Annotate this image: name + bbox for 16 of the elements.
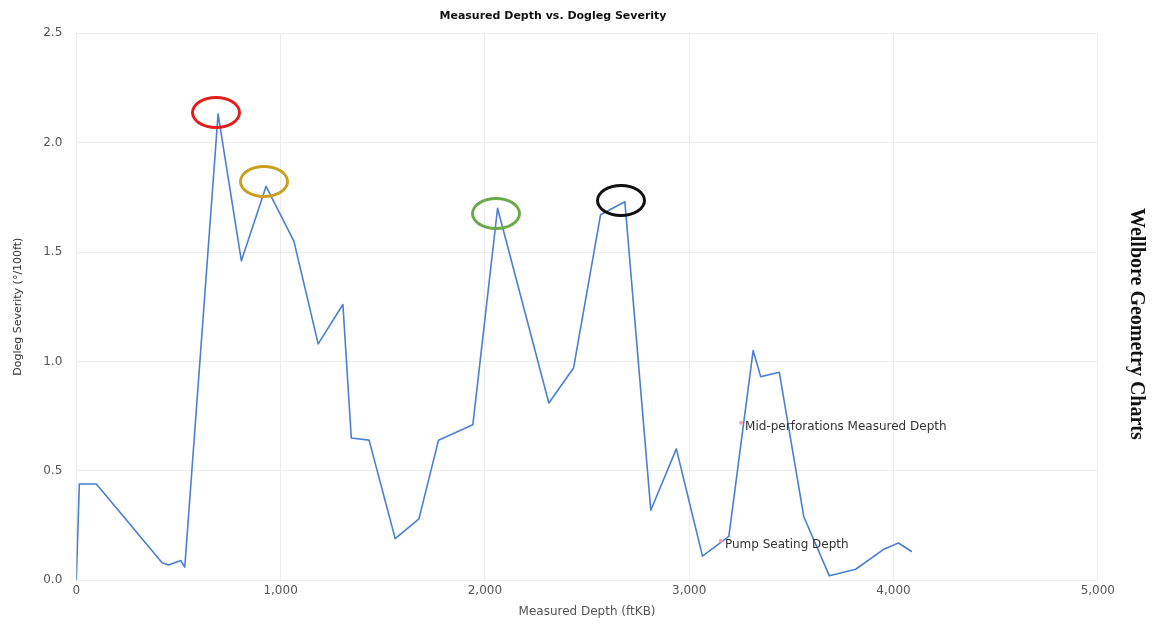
y-tick-label: 1.5 — [43, 244, 63, 259]
x-tick-label: 3,000 — [672, 582, 707, 597]
x-tick-label: 4,000 — [876, 582, 911, 597]
y-tick-label: 2.5 — [43, 25, 63, 40]
y-tick-label: 2.0 — [43, 134, 63, 149]
y-tick-label: 1.0 — [43, 353, 63, 368]
x-tick-label: 5,000 — [1080, 582, 1115, 597]
x-axis-title: Measured Depth (ftKB) — [518, 603, 656, 618]
text: Wellbore Geometry Charts — [1126, 208, 1149, 440]
y-axis-title: Dogleg Severity (°/100ft) — [11, 237, 25, 376]
y-tick-label: 0.0 — [43, 572, 63, 587]
y-tick-label: 0.5 — [43, 462, 63, 477]
x-tick-label: 0 — [72, 582, 81, 597]
x-tick-label: 2,000 — [467, 582, 503, 597]
chart-title: Measured Depth vs. Dogleg Severity — [439, 9, 667, 23]
x-tick-label: 1,000 — [263, 582, 298, 597]
